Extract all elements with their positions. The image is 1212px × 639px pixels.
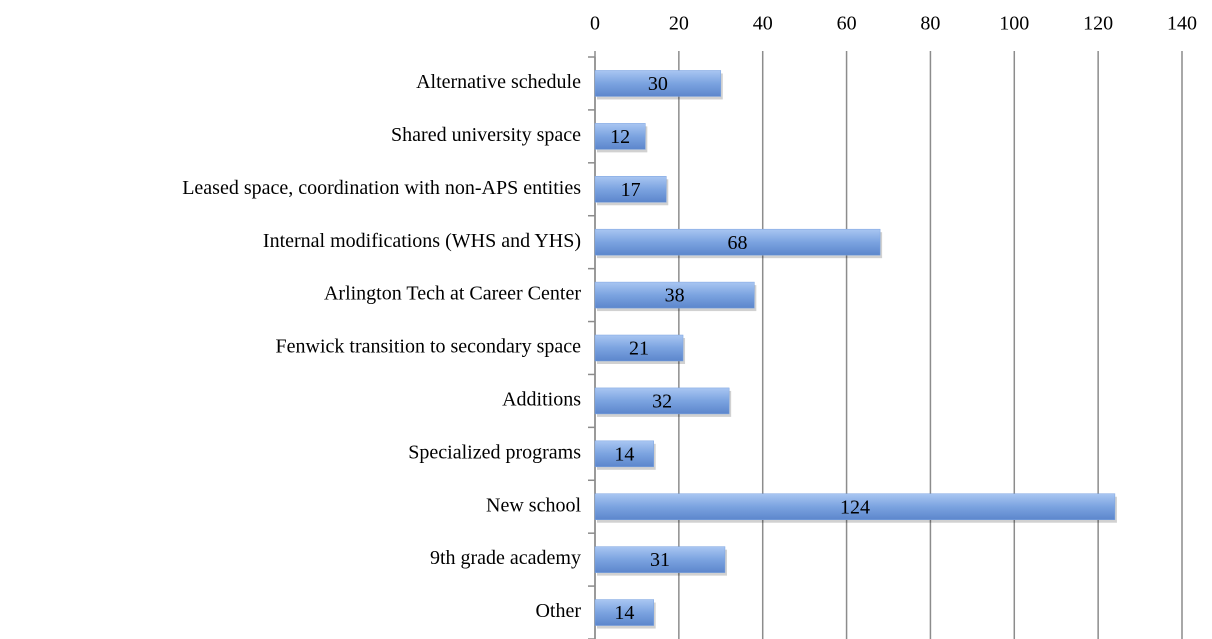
bar: [594, 334, 684, 362]
data-label: 68: [728, 232, 748, 254]
bar: [594, 176, 667, 203]
data-label: 38: [665, 285, 685, 307]
data-label: 14: [614, 602, 634, 624]
bar: [594, 493, 1116, 520]
bar: [594, 546, 726, 573]
y-tick-label: Other: [535, 600, 581, 622]
bar: [594, 123, 646, 150]
x-tick-label: 40: [753, 13, 773, 35]
data-label: 14: [614, 443, 634, 465]
bar: [594, 228, 881, 256]
bar: [594, 599, 654, 626]
x-tick-label: 20: [669, 13, 689, 35]
y-tick-label: Alternative schedule: [416, 71, 581, 93]
bar: [594, 387, 730, 415]
data-label: 21: [629, 338, 649, 360]
x-tick-label: 0: [590, 13, 600, 35]
x-tick-label: 60: [837, 13, 857, 35]
y-tick-label: Specialized programs: [408, 441, 581, 463]
x-tick-label: 120: [1083, 13, 1113, 35]
y-tick-label: 9th grade academy: [430, 547, 581, 569]
y-tick-label: Internal modifications (WHS and YHS): [263, 230, 581, 252]
data-label: 30: [648, 73, 668, 95]
x-tick-label: 140: [1167, 13, 1197, 35]
y-tick-label: Leased space, coordination with non-APS …: [182, 177, 581, 199]
data-label: 17: [621, 179, 641, 201]
y-tick-label: Additions: [502, 389, 581, 411]
y-tick-label: Arlington Tech at Career Center: [324, 283, 581, 305]
bar: [594, 70, 722, 97]
y-tick-label: Fenwick transition to secondary space: [276, 336, 582, 358]
data-label: 12: [610, 126, 630, 148]
x-tick-label: 100: [999, 13, 1029, 35]
y-tick-label: Shared university space: [391, 124, 581, 146]
bar: [594, 440, 654, 468]
data-label: 124: [840, 496, 870, 518]
y-tick-label: New school: [486, 494, 581, 516]
data-label: 32: [652, 391, 672, 413]
data-label: 31: [650, 549, 670, 571]
x-tick-label: 80: [920, 13, 940, 35]
bar: [594, 281, 755, 309]
